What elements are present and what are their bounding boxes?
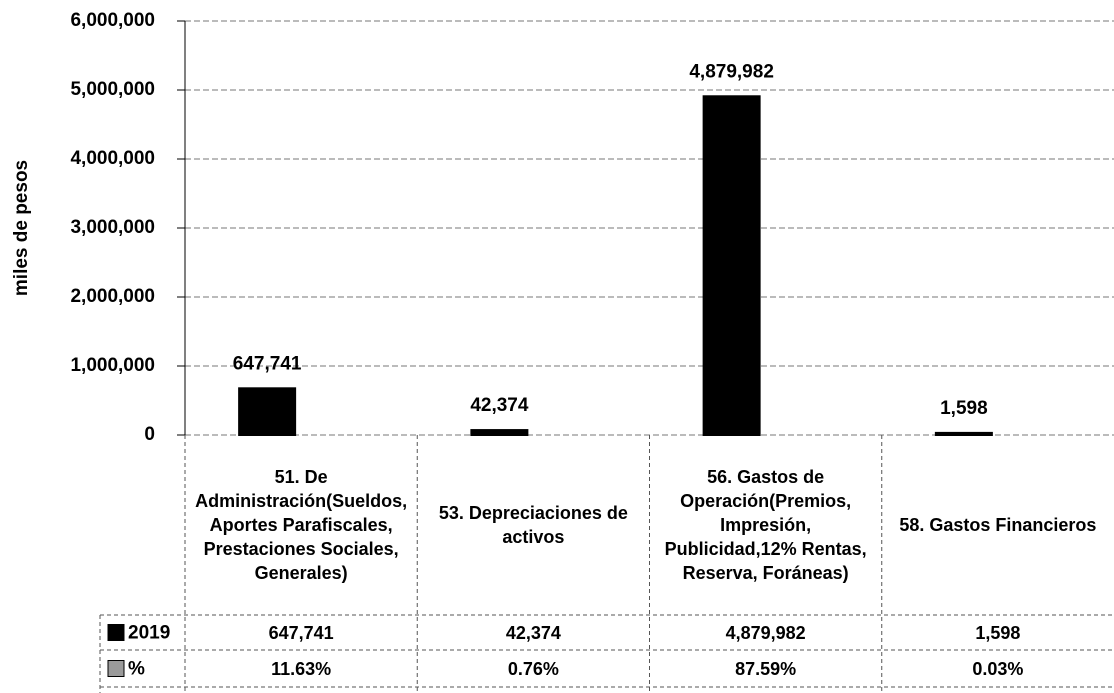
data-label: 4,879,982 [689, 61, 774, 82]
y-tick-label: 6,000,000 [70, 10, 155, 31]
category-label: 56. Gastos de Operación(Premios, Impresi… [664, 467, 867, 583]
y-tick-label: 0 [144, 424, 155, 445]
table-value: 647,741 [268, 622, 334, 643]
table-value: 1,598 [975, 622, 1021, 643]
y-tick-label: 1,000,000 [70, 355, 155, 376]
legend-label: % [128, 659, 145, 680]
category-label: 51. De Administración(Sueldos, Aportes P… [195, 467, 408, 583]
data-label: 647,741 [233, 353, 302, 374]
y-tick-label: 5,000,000 [70, 79, 155, 100]
table-value: 42,374 [505, 622, 561, 643]
y-tick-label: 2,000,000 [70, 286, 155, 307]
category-label: 53. Depreciaciones de activos [438, 503, 628, 547]
table-value: 11.63% [271, 658, 332, 679]
y-tick-label: 3,000,000 [70, 217, 155, 238]
legend-label: 2019 [128, 623, 170, 644]
table-value: 4,879,982 [725, 622, 806, 643]
legend-swatch [107, 624, 125, 641]
bar [934, 431, 993, 437]
legend-swatch [107, 660, 125, 677]
data-label: 42,374 [470, 395, 529, 416]
bar [702, 95, 761, 436]
table-value: 0.03% [972, 658, 1024, 679]
y-tick-label: 4,000,000 [70, 148, 155, 169]
data-label: 1,598 [940, 398, 988, 419]
table-value: 0.76% [507, 658, 559, 679]
bar [470, 429, 529, 437]
bar [238, 387, 297, 437]
table-value: 87.59% [735, 658, 797, 679]
y-axis-label: miles de pesos [11, 160, 32, 296]
category-label: 58. Gastos Financieros [899, 515, 1097, 535]
